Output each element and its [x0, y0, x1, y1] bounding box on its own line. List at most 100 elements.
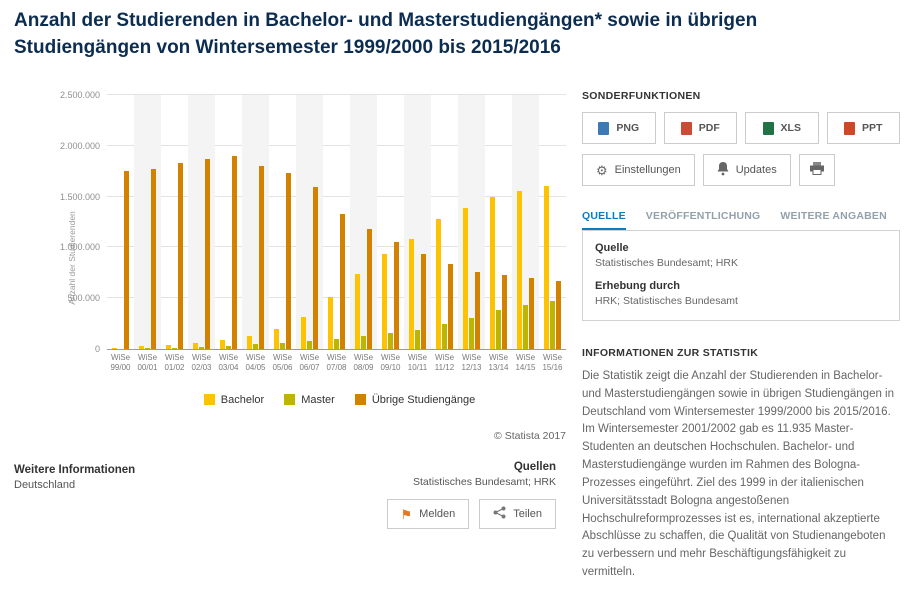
bar--brige-studieng-nge[interactable] — [502, 274, 507, 349]
bar-master[interactable] — [388, 332, 393, 349]
teilen-button[interactable]: Teilen — [479, 499, 556, 529]
download-pdf-button[interactable]: PDF — [663, 112, 737, 144]
legend-item: Master — [284, 394, 335, 406]
x-axis-tick-label: WiSe 99/00 — [110, 353, 131, 373]
statistic-description: Die Statistik zeigt die Anzahl der Studi… — [582, 370, 895, 578]
quelle-value[interactable]: Statistisches Bundesamt; HRK — [595, 257, 738, 269]
bar-bachelor[interactable] — [274, 328, 279, 349]
x-axis-tick-label: WiSe 01/02 — [164, 353, 185, 373]
download-png-button[interactable]: PNG — [582, 112, 656, 144]
y-axis-tick-label: 0 — [94, 344, 100, 354]
sonderfunktionen-heading: SONDERFUNKTIONEN — [582, 90, 701, 102]
bar--brige-studieng-nge[interactable] — [232, 155, 237, 349]
bar-bachelor[interactable] — [355, 273, 360, 349]
tab-weitere-angaben[interactable]: WEITERE ANGABEN — [780, 210, 887, 222]
erhebung-durch-label: Erhebung durch — [595, 280, 680, 292]
bar-master[interactable] — [226, 345, 231, 349]
bar-bachelor[interactable] — [436, 218, 441, 349]
bar-bachelor[interactable] — [490, 196, 495, 349]
bar-bachelor[interactable] — [301, 316, 306, 349]
bar--brige-studieng-nge[interactable] — [151, 169, 156, 349]
bar--brige-studieng-nge[interactable] — [313, 187, 318, 349]
bar-master[interactable] — [172, 347, 177, 349]
quelle-label: Quelle — [595, 242, 629, 254]
bar-bachelor[interactable] — [409, 239, 414, 349]
melden-button[interactable]: ⚑ Melden — [386, 499, 470, 529]
bar-bachelor[interactable] — [544, 186, 549, 349]
bar-master[interactable] — [469, 317, 474, 349]
bar-bachelor[interactable] — [166, 344, 171, 349]
bar-bachelor[interactable] — [193, 343, 198, 349]
bar-master[interactable] — [550, 301, 555, 349]
bar-group — [512, 95, 539, 349]
x-axis-tick-label: WiSe 04/05 — [245, 353, 266, 373]
legend-label: Master — [301, 393, 335, 406]
bar--brige-studieng-nge[interactable] — [475, 271, 480, 349]
tab-veroeffentlichung[interactable]: VERÖFFENTLICHUNG — [645, 210, 761, 222]
bar-bachelor[interactable] — [139, 346, 144, 349]
bar-master[interactable] — [118, 348, 123, 349]
ppt-button-label: PPT — [862, 122, 883, 134]
bar-bachelor[interactable] — [247, 336, 252, 349]
bar-master[interactable] — [145, 348, 150, 349]
bar-bachelor[interactable] — [463, 207, 468, 349]
tab-quelle[interactable]: QUELLE — [582, 210, 626, 230]
bar-bachelor[interactable] — [382, 254, 387, 349]
bar-master[interactable] — [307, 340, 312, 349]
bar-group — [296, 95, 323, 349]
einstellungen-button[interactable]: ⚙ Einstellungen — [582, 154, 695, 186]
bar--brige-studieng-nge[interactable] — [205, 159, 210, 349]
bar-master[interactable] — [496, 309, 501, 349]
bar-master[interactable] — [253, 344, 258, 349]
legend-swatch — [354, 394, 366, 406]
bar--brige-studieng-nge[interactable] — [529, 277, 534, 349]
bar--brige-studieng-nge[interactable] — [286, 173, 291, 349]
bar--brige-studieng-nge[interactable] — [124, 171, 129, 349]
bar-bachelor[interactable] — [220, 339, 225, 349]
flag-icon: ⚑ — [400, 506, 413, 522]
einstellungen-button-label: Einstellungen — [614, 164, 681, 176]
side-panel: SONDERFUNKTIONEN PNG PDF XLS PPT ⚙ E — [582, 90, 900, 582]
bar-group — [188, 95, 215, 349]
bar-master[interactable] — [523, 304, 528, 349]
bar-group — [161, 95, 188, 349]
bar-group — [215, 95, 242, 349]
weitere-informationen-value[interactable]: Deutschland — [14, 479, 76, 491]
bar-group — [404, 95, 431, 349]
y-axis-title: Anzahl der Studierenden — [67, 211, 77, 305]
bar--brige-studieng-nge[interactable] — [394, 242, 399, 349]
x-axis-labels: WiSe 99/00 WiSe 00/01 WiSe 01/02 WiSe 02/03 WiSe… — [107, 353, 566, 374]
xls-button-label: XLS — [780, 122, 801, 134]
bar-master[interactable] — [199, 346, 204, 349]
bar--brige-studieng-nge[interactable] — [448, 263, 453, 349]
y-axis-tick-label: 500.000 — [67, 293, 100, 304]
bar--brige-studieng-nge[interactable] — [259, 166, 264, 349]
bar--brige-studieng-nge[interactable] — [556, 280, 561, 349]
quellen-value[interactable]: Statistisches Bundesamt; HRK — [413, 476, 556, 488]
print-button[interactable] — [798, 154, 835, 186]
updates-button[interactable]: Updates — [702, 154, 791, 186]
bar--brige-studieng-nge[interactable] — [367, 229, 372, 349]
bar-bachelor[interactable] — [517, 190, 522, 349]
legend-item: Bachelor — [203, 394, 264, 406]
bar--brige-studieng-nge[interactable] — [421, 253, 426, 349]
gridline — [107, 246, 566, 248]
source-tabs: QUELLE VERÖFFENTLICHUNG WEITERE ANGABEN — [582, 210, 900, 231]
x-axis-tick-label: WiSe 12/13 — [461, 353, 482, 373]
weitere-informationen-block: Weitere Informationen Deutschland — [14, 464, 135, 491]
y-axis-tick-label: 1.000.000 — [59, 242, 100, 253]
bar-bachelor[interactable] — [328, 297, 333, 349]
bar--brige-studieng-nge[interactable] — [178, 163, 183, 349]
bar--brige-studieng-nge[interactable] — [340, 213, 345, 349]
y-axis-tick-label: 2.000.000 — [59, 140, 100, 151]
download-xls-button[interactable]: XLS — [745, 112, 819, 144]
bar-master[interactable] — [280, 342, 285, 349]
bar-group — [377, 95, 404, 349]
bar-master[interactable] — [334, 338, 339, 349]
bar-master[interactable] — [415, 330, 420, 349]
bar-master[interactable] — [442, 323, 447, 349]
bar-bachelor[interactable] — [112, 347, 117, 349]
download-ppt-button[interactable]: PPT — [826, 112, 900, 144]
bar-master[interactable] — [361, 335, 366, 349]
